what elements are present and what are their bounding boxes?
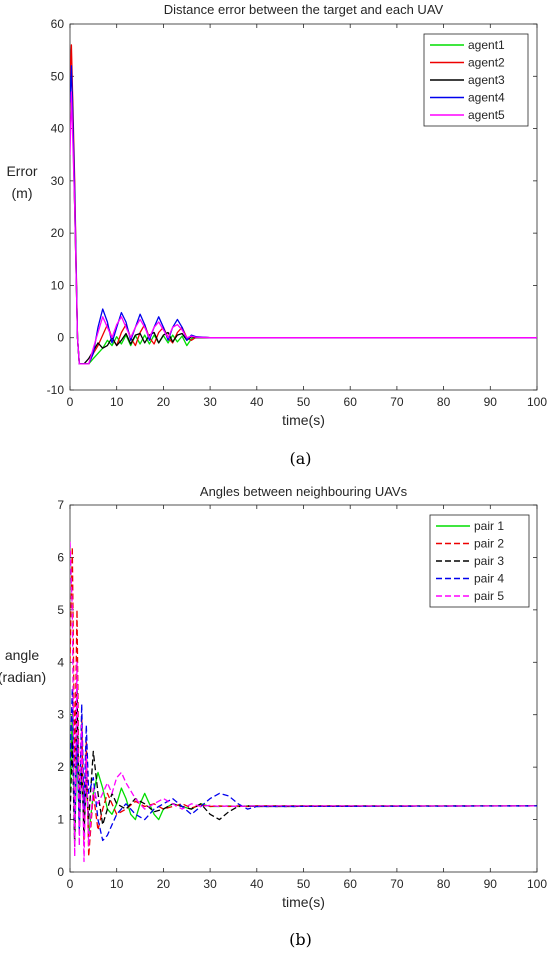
y-tick-label: 0 bbox=[57, 331, 64, 345]
chart-panel-1: Distance error between the target and ea… bbox=[6, 2, 547, 468]
x-tick-label: 0 bbox=[67, 877, 74, 891]
x-tick-label: 30 bbox=[203, 395, 217, 409]
y-tick-label: 60 bbox=[51, 17, 65, 31]
legend: agent1 agent2 agent3 agent4 agent5 bbox=[423, 33, 529, 127]
x-tick-label: 50 bbox=[297, 395, 311, 409]
x-axis-label: time(s) bbox=[282, 412, 325, 428]
x-tick-label: 30 bbox=[203, 877, 217, 891]
y-tick-label: 6 bbox=[57, 550, 64, 564]
x-tick-label: 70 bbox=[390, 395, 404, 409]
y-tick-label: 2 bbox=[57, 760, 64, 774]
x-tick-label: 70 bbox=[390, 877, 404, 891]
series-line-pair-5 bbox=[70, 541, 537, 863]
x-axis-label: time(s) bbox=[282, 894, 325, 910]
legend-label: agent5 bbox=[468, 108, 505, 122]
x-tick-label: 0 bbox=[67, 395, 74, 409]
legend-label: pair 3 bbox=[474, 554, 504, 568]
x-tick-label: 80 bbox=[437, 395, 451, 409]
x-tick-label: 20 bbox=[157, 395, 171, 409]
y-axis-label-line1: Error bbox=[6, 163, 37, 179]
y-tick-label: 7 bbox=[57, 498, 64, 512]
series-line-agent5 bbox=[70, 91, 537, 365]
chart-title: Distance error between the target and ea… bbox=[164, 2, 444, 17]
legend-label: agent2 bbox=[468, 56, 505, 70]
x-tick-label: 10 bbox=[110, 877, 124, 891]
series-line-pair-3 bbox=[70, 687, 537, 847]
x-tick-label: 100 bbox=[527, 395, 547, 409]
x-tick-label: 10 bbox=[110, 395, 124, 409]
x-tick-label: 60 bbox=[344, 395, 358, 409]
x-tick-label: 50 bbox=[297, 877, 311, 891]
y-axis-label-line1: angle bbox=[5, 647, 39, 663]
legend-label: agent4 bbox=[468, 91, 505, 105]
x-tick-label: 60 bbox=[344, 877, 358, 891]
x-tick-label: 90 bbox=[484, 395, 498, 409]
y-tick-label: 30 bbox=[51, 174, 65, 188]
legend-label: agent3 bbox=[468, 73, 505, 87]
y-tick-label: 0 bbox=[57, 865, 64, 879]
y-axis-label-line2: (radian) bbox=[0, 669, 46, 685]
y-tick-label: 20 bbox=[51, 226, 65, 240]
legend-label: pair 2 bbox=[474, 537, 504, 551]
y-tick-label: 1 bbox=[57, 813, 64, 827]
y-tick-label: 40 bbox=[51, 122, 65, 136]
x-tick-label: 80 bbox=[437, 877, 451, 891]
legend-label: pair 5 bbox=[474, 589, 504, 603]
y-tick-label: -10 bbox=[47, 383, 65, 397]
x-tick-label: 20 bbox=[157, 877, 171, 891]
legend: pair 1 pair 2 pair 3 pair 4 pair 5 bbox=[429, 514, 530, 608]
legend-label: agent1 bbox=[468, 38, 505, 52]
y-axis-label-line2: (m) bbox=[12, 185, 33, 201]
y-tick-label: 10 bbox=[51, 278, 65, 292]
series-line-pair-2 bbox=[70, 546, 537, 857]
series-group bbox=[70, 44, 537, 365]
legend-label: pair 1 bbox=[474, 519, 504, 533]
x-tick-label: 90 bbox=[484, 877, 498, 891]
figure-caption: (b) bbox=[289, 930, 312, 949]
chart-title: Angles between neighbouring UAVs bbox=[200, 484, 408, 499]
legend-label: pair 4 bbox=[474, 572, 504, 586]
x-tick-label: 100 bbox=[527, 877, 547, 891]
y-tick-label: 3 bbox=[57, 708, 64, 722]
figure-caption: (a) bbox=[289, 449, 311, 468]
y-tick-label: 5 bbox=[57, 603, 64, 617]
series-group bbox=[70, 541, 537, 863]
x-tick-label: 40 bbox=[250, 877, 264, 891]
series-line-pair-4 bbox=[70, 687, 537, 842]
y-tick-label: 50 bbox=[51, 69, 65, 83]
series-line-agent3 bbox=[70, 91, 537, 365]
x-tick-label: 40 bbox=[250, 395, 264, 409]
y-tick-label: 4 bbox=[57, 655, 64, 669]
